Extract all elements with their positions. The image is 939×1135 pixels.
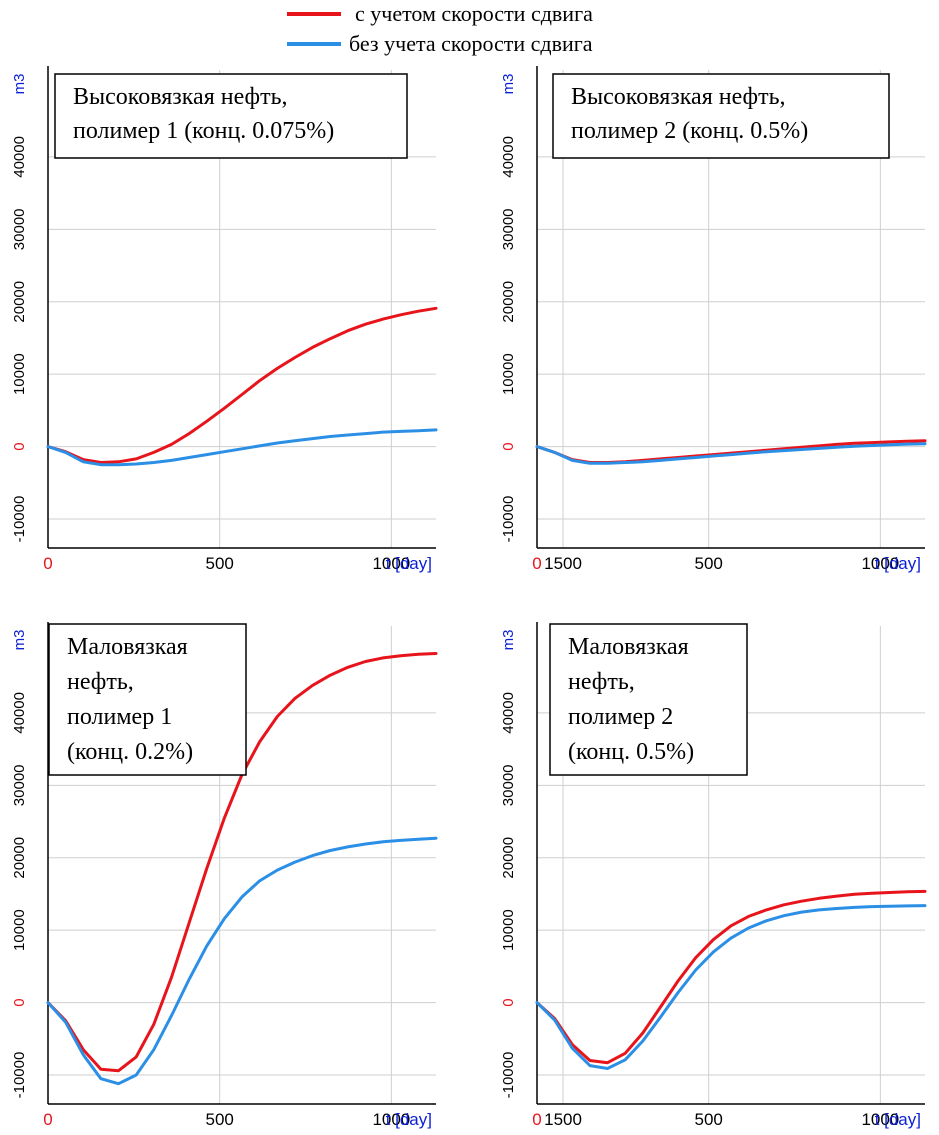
x-axis-label: t [day] <box>386 554 432 573</box>
annotation-text: полимер 1 <box>67 704 172 730</box>
series-line-red <box>535 439 927 464</box>
x-tick-label: 1500 <box>544 1110 582 1129</box>
x-tick-label: 500 <box>694 554 722 573</box>
y-tick-label: 0 <box>500 442 517 450</box>
x-tick-label: 0 <box>43 554 52 573</box>
annotation-box <box>552 73 890 159</box>
x-axis-label: t [day] <box>875 554 921 573</box>
y-tick-label: -10000 <box>11 1052 28 1099</box>
y-tick-label: 10000 <box>500 353 517 395</box>
x-tick-label: 1000 <box>372 554 410 573</box>
chart-panel-2: -10000 0 10000 20000 30000 40000 m3 0 500 1000 150… <box>500 66 927 573</box>
y-tick-label: 20000 <box>500 837 517 879</box>
y-tick-label: 30000 <box>500 208 517 250</box>
annotation-text: полимер 2 <box>568 704 673 730</box>
y-tick-label: -10000 <box>11 496 28 543</box>
y-axis-unit: m3 <box>11 74 28 95</box>
x-tick-label: 500 <box>694 1110 722 1129</box>
y-tick-label: 10000 <box>11 353 28 395</box>
chart-panel-4: -10000 0 10000 20000 30000 40000 m3 0 500 1000 150… <box>500 622 927 1129</box>
y-tick-label: 40000 <box>11 692 28 734</box>
y-tick-label: 0 <box>11 998 28 1006</box>
series-line-blue <box>535 442 927 465</box>
y-axis-unit: m3 <box>500 630 517 651</box>
x-tick-label: 500 <box>205 1110 233 1129</box>
y-tick-label: 20000 <box>11 837 28 879</box>
y-tick-label: -10000 <box>500 496 517 543</box>
chart-panel-3: -10000 0 10000 20000 30000 40000 m3 0 500 1000 150… <box>11 622 582 1129</box>
series-line-red <box>535 889 927 1065</box>
x-tick-label: 0 <box>532 1110 541 1129</box>
y-tick-label: 0 <box>11 442 28 450</box>
y-tick-label: 30000 <box>500 764 517 806</box>
annotation-text: нефть, <box>67 669 134 695</box>
y-tick-label: -10000 <box>500 1052 517 1099</box>
annotation-text: полимер 1 (конц. 0.075%) <box>73 118 334 144</box>
x-axis-label: t [day] <box>875 1110 921 1129</box>
x-tick-label: 500 <box>205 554 233 573</box>
y-tick-label: 40000 <box>500 136 517 178</box>
series-line-blue <box>46 836 438 1086</box>
series-line-red <box>46 306 438 464</box>
annotation-text: Высоковязкая нефть, <box>571 84 786 110</box>
y-tick-label: 40000 <box>500 692 517 734</box>
annotation-text: Высоковязкая нефть, <box>73 84 288 110</box>
x-tick-label: 0 <box>532 554 541 573</box>
chart-panel-1: -10000 0 10000 20000 30000 40000 m3 0 500 1000 150… <box>11 66 582 573</box>
annotation-text: полимер 2 (конц. 0.5%) <box>571 118 808 144</box>
y-tick-label: 30000 <box>11 764 28 806</box>
y-tick-label: 20000 <box>500 281 517 323</box>
legend-label-blue: без учета скорости сдвига <box>349 31 593 56</box>
y-tick-label: 20000 <box>11 281 28 323</box>
y-axis-unit: m3 <box>500 74 517 95</box>
x-tick-label: 1000 <box>372 1110 410 1129</box>
y-tick-label: 10000 <box>11 909 28 951</box>
y-tick-label: 40000 <box>11 136 28 178</box>
legend: с учетом скорости сдвига без учета скоро… <box>287 1 593 56</box>
y-tick-label: 0 <box>500 998 517 1006</box>
series-line-blue <box>46 428 438 467</box>
x-tick-label: 1000 <box>861 1110 899 1129</box>
annotation-text: (конц. 0.2%) <box>67 739 193 765</box>
y-tick-label: 30000 <box>11 208 28 250</box>
x-tick-label: 1000 <box>861 554 899 573</box>
annotation-box <box>54 73 408 159</box>
series-line-blue <box>535 904 927 1070</box>
y-axis-unit: m3 <box>11 630 28 651</box>
annotation-box <box>48 623 247 776</box>
x-axis-label: t [day] <box>386 1110 432 1129</box>
legend-label-red: с учетом скорости сдвига <box>355 1 593 26</box>
annotation-text: Маловязкая <box>67 634 188 660</box>
x-tick-label: 0 <box>43 1110 52 1129</box>
x-tick-label: 1500 <box>544 554 582 573</box>
annotation-text: Маловязкая <box>568 634 689 660</box>
annotation-box <box>549 623 748 776</box>
y-tick-label: 10000 <box>500 909 517 951</box>
annotation-text: (конц. 0.5%) <box>568 739 694 765</box>
annotation-text: нефть, <box>568 669 635 695</box>
